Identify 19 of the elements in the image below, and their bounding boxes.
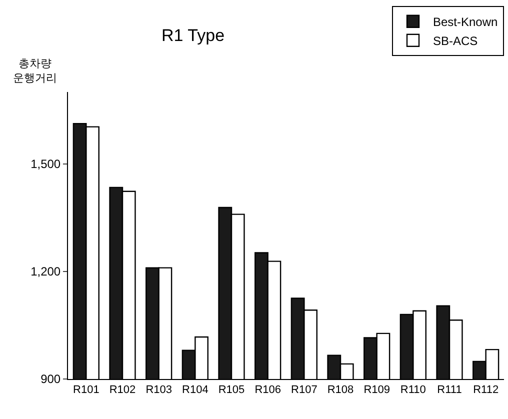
x-tick-label: R105 [218,384,245,396]
x-tick-label: R107 [291,384,318,396]
chart-title: R1 Type [162,26,225,46]
x-tick-label: R109 [364,384,390,396]
x-tick-label: R111 [437,384,462,396]
x-tick-label: R103 [146,384,172,396]
x-tick-label: R104 [182,384,208,396]
x-tick-label: R106 [254,384,281,396]
y-tick-label: 900 [40,372,61,386]
legend-label: SB-ACS [433,34,478,48]
x-tick-label: R102 [109,384,136,396]
x-tick-label: R112 [473,384,499,396]
y-tick-label: 1,500 [30,156,61,171]
x-tick-label: R101 [73,384,100,396]
y-tick-label: 1,200 [30,264,61,279]
x-tick-label: R110 [400,384,426,396]
legend-label: Best-Known [433,15,498,30]
x-tick-label: R108 [327,384,354,396]
y-axis-title: 총차량 운행거리 [13,57,57,84]
